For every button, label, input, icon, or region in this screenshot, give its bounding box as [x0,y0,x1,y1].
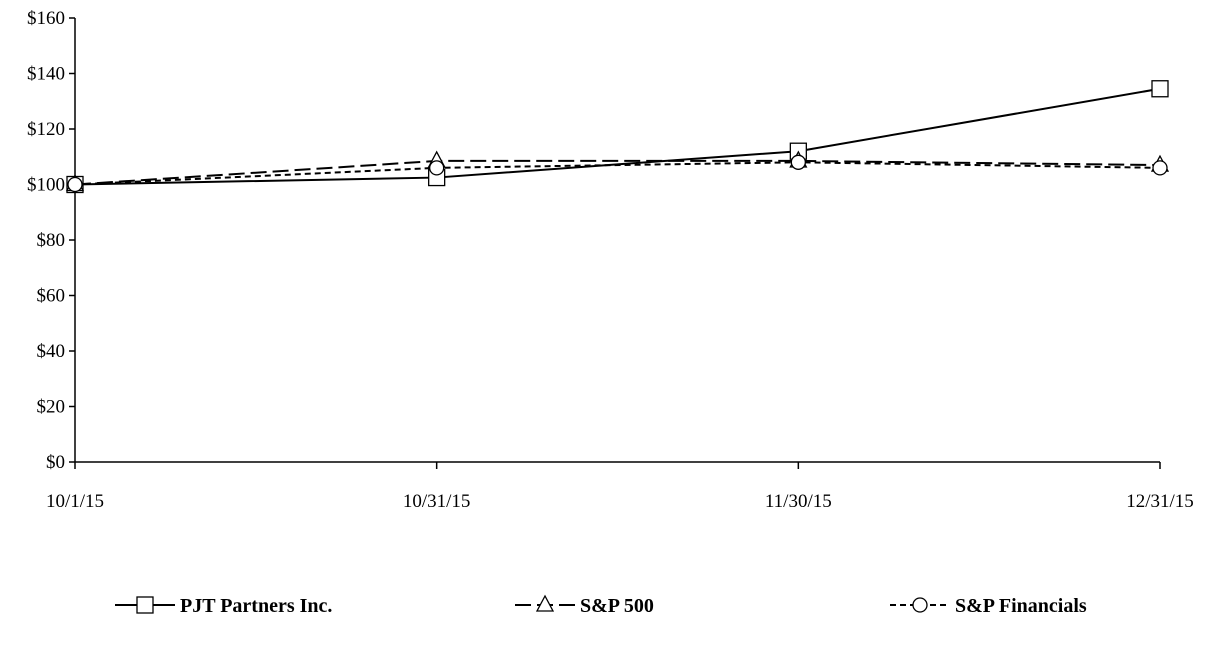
legend-marker-circle [912,597,928,613]
y-tick-label: $160 [27,8,65,29]
data-point-square [1151,80,1169,98]
y-tick-label: $20 [37,397,66,418]
data-point-circle [429,160,445,176]
legend-label: S&P 500 [580,595,654,617]
y-tick-label: $140 [27,64,65,85]
chart-axes [74,18,1160,463]
legend-item: S&P Financials [890,595,1087,617]
y-tick-label: $120 [27,119,65,140]
y-axis-ticks: $0 $20 $40 $60 $80 $100 $120 $140 $160 [27,8,75,473]
y-tick-label: $0 [46,452,65,473]
y-tick-label: $100 [27,175,65,196]
legend-marker-square [136,596,154,614]
x-tick-label: 11/30/15 [765,491,832,512]
x-tick-label: 10/31/15 [403,491,471,512]
series-triangle [65,150,1170,192]
x-tick-label: 10/1/15 [46,491,104,512]
legend-item: S&P 500 [515,594,654,617]
series-line [74,161,1161,186]
data-point-circle [1152,160,1168,176]
series-circle [67,154,1168,193]
x-tick-label: 12/31/15 [1126,491,1194,512]
series-line [74,87,1161,186]
y-tick-label: $40 [37,341,66,362]
data-point-circle [790,154,806,170]
y-tick-label: $80 [37,230,66,251]
series-square [66,80,1169,194]
legend-label: S&P Financials [955,595,1087,617]
data-point-circle [67,176,83,193]
legend: PJT Partners Inc. S&P 500 S&P Financials [115,594,1087,617]
legend-item: PJT Partners Inc. [115,595,332,617]
series-line [74,159,1161,186]
series-group [65,80,1170,194]
x-axis-ticks: 10/1/15 10/31/15 11/30/15 12/31/15 [46,462,1194,512]
legend-label: PJT Partners Inc. [180,595,332,617]
y-tick-label: $60 [37,286,66,307]
legend-marker-triangle [535,594,555,612]
